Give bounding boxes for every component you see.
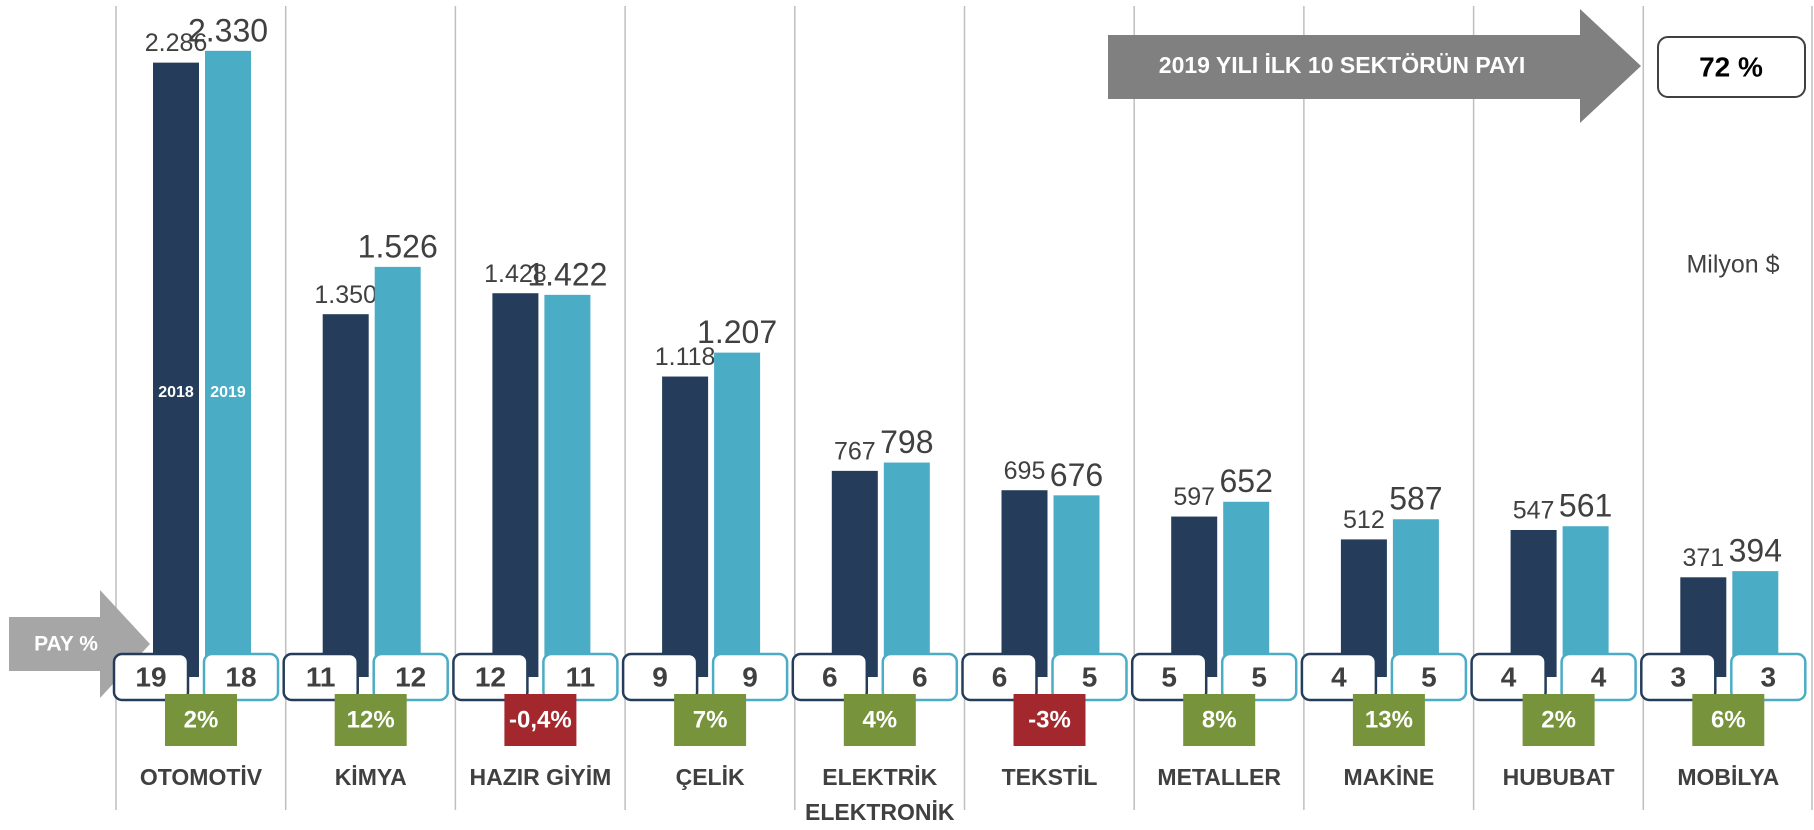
legend-label: 2019 <box>210 384 246 401</box>
chart: 2019 YILI İLK 10 SEKTÖRÜN PAYI 72 % Mily… <box>0 0 1814 826</box>
bar <box>1002 490 1048 677</box>
growth-label: 8% <box>1202 706 1237 733</box>
growth-label: 2% <box>184 706 219 733</box>
page: 2019 YILI İLK 10 SEKTÖRÜN PAYI 72 % Mily… <box>0 0 1814 826</box>
bar <box>323 314 369 677</box>
share-value: 3 <box>1761 661 1777 692</box>
bar <box>544 295 590 677</box>
total-share: 72 % <box>1699 51 1763 82</box>
value-label: 561 <box>1559 488 1612 524</box>
bar <box>714 353 760 677</box>
growth-label: 2% <box>1541 706 1576 733</box>
bar <box>375 267 421 677</box>
bar <box>1223 502 1269 677</box>
growth-label: 13% <box>1365 706 1413 733</box>
share-value: 19 <box>135 661 166 692</box>
share-value: 4 <box>1331 661 1347 692</box>
share-value: 11 <box>566 661 596 692</box>
category-label: TEKSTİL <box>967 760 1133 795</box>
growth-label: 4% <box>862 706 897 733</box>
bar <box>153 63 199 677</box>
value-label: 1.207 <box>697 314 777 350</box>
value-label: 587 <box>1389 481 1442 517</box>
category-label: MOBİLYA <box>1645 760 1811 795</box>
share-value: 3 <box>1671 661 1687 692</box>
value-label: 652 <box>1220 463 1273 499</box>
legend-label: 2018 <box>158 384 194 401</box>
value-label: 2.330 <box>188 12 268 48</box>
share-value: 12 <box>475 661 506 692</box>
bar <box>1054 495 1100 677</box>
share-value: 9 <box>742 661 758 692</box>
share-value: 18 <box>225 661 256 692</box>
share-value: 6 <box>992 661 1008 692</box>
share-value: 6 <box>912 661 928 692</box>
share-value: 4 <box>1501 661 1517 692</box>
category-label: ELEKTRİK ELEKTRONİK <box>797 760 963 830</box>
value-label: 547 <box>1513 497 1555 525</box>
value-label: 371 <box>1682 544 1724 572</box>
value-label: 394 <box>1729 533 1782 569</box>
value-label: 1.350 <box>314 281 377 309</box>
value-label: 1.422 <box>527 256 607 292</box>
share-value: 6 <box>822 661 838 692</box>
growth-label: -0,4% <box>509 706 572 733</box>
share-value: 12 <box>395 661 426 692</box>
category-label: KİMYA <box>288 760 454 795</box>
growth-label: 7% <box>693 706 728 733</box>
share-value: 9 <box>652 661 668 692</box>
value-label: 695 <box>1004 457 1046 485</box>
category-label: ÇELİK <box>627 760 793 795</box>
category-label: OTOMOTİV <box>118 760 284 795</box>
value-label: 1.526 <box>358 228 438 264</box>
unit-label: Milyon $ <box>1686 251 1779 279</box>
value-label: 597 <box>1173 483 1215 511</box>
share-value: 5 <box>1421 661 1437 692</box>
bar <box>492 293 538 677</box>
growth-label: 6% <box>1711 706 1746 733</box>
category-label: HUBUBAT <box>1476 760 1642 795</box>
growth-label: -3% <box>1028 706 1071 733</box>
value-label: 798 <box>880 424 933 460</box>
share-value: 4 <box>1591 661 1607 692</box>
category-label: METALLER <box>1136 760 1302 795</box>
share-label: PAY % <box>34 633 98 656</box>
chart-title: 2019 YILI İLK 10 SEKTÖRÜN PAYI <box>1159 52 1525 78</box>
value-label: 512 <box>1343 506 1385 534</box>
value-label: 676 <box>1050 457 1103 493</box>
bar <box>884 463 930 677</box>
bar <box>662 377 708 677</box>
share-value: 5 <box>1082 661 1098 692</box>
category-label: MAKİNE <box>1306 760 1472 795</box>
category-label: HAZIR GİYİM <box>457 760 623 795</box>
growth-label: 12% <box>347 706 395 733</box>
bar <box>832 471 878 677</box>
bar <box>205 51 251 677</box>
value-label: 767 <box>834 437 876 465</box>
share-value: 5 <box>1251 661 1267 692</box>
share-value: 11 <box>306 661 336 692</box>
share-value: 5 <box>1161 661 1177 692</box>
